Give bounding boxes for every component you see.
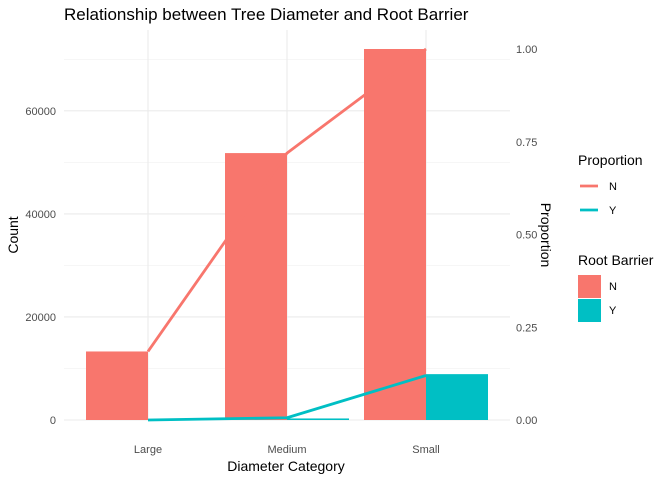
y2-tick-label: 1.00 xyxy=(516,44,537,56)
chart-title: Relationship between Tree Diameter and R… xyxy=(64,5,469,24)
legend-key-swatch xyxy=(578,275,601,298)
y-tick-label: 0 xyxy=(50,415,56,427)
line-series-Y xyxy=(147,374,427,422)
axis-layer: 0 20000 40000 60000 0.00 0.25 0.50 0.75 1.00 Larg… xyxy=(25,44,537,456)
y2-tick-label: 0.00 xyxy=(516,415,537,427)
line-series-N xyxy=(146,47,427,353)
legend-label: Y xyxy=(609,305,617,317)
bar-N-Large xyxy=(86,351,148,420)
bar-Y-Medium xyxy=(287,418,349,420)
y2-tick-label: 0.75 xyxy=(516,137,537,149)
bar-Y-Small xyxy=(426,374,488,420)
line-layer xyxy=(146,47,427,422)
legend-label: N xyxy=(609,281,617,293)
bar-layer xyxy=(86,49,488,420)
legend-key-swatch xyxy=(578,299,601,322)
x-tick-label: Medium xyxy=(267,444,306,456)
legend-title: Root Barrier xyxy=(578,252,654,268)
x-tick-label: Small xyxy=(412,444,440,456)
y-axis-title: Count xyxy=(5,216,21,253)
x-axis-title: Diameter Category xyxy=(227,458,345,474)
legend-label: N xyxy=(609,181,617,193)
y-tick-label: 20000 xyxy=(25,312,56,324)
y2-tick-label: 0.50 xyxy=(516,230,537,242)
y-tick-label: 60000 xyxy=(25,106,56,118)
bar-N-Small xyxy=(364,49,426,420)
y2-axis-title: Proportion xyxy=(538,203,554,268)
y-tick-label: 40000 xyxy=(25,209,56,221)
legend-title: Proportion xyxy=(578,152,643,168)
legend-label: Y xyxy=(609,205,617,217)
x-tick-label: Large xyxy=(134,444,162,456)
y2-tick-label: 0.25 xyxy=(516,322,537,334)
bar-N-Medium xyxy=(225,153,287,420)
